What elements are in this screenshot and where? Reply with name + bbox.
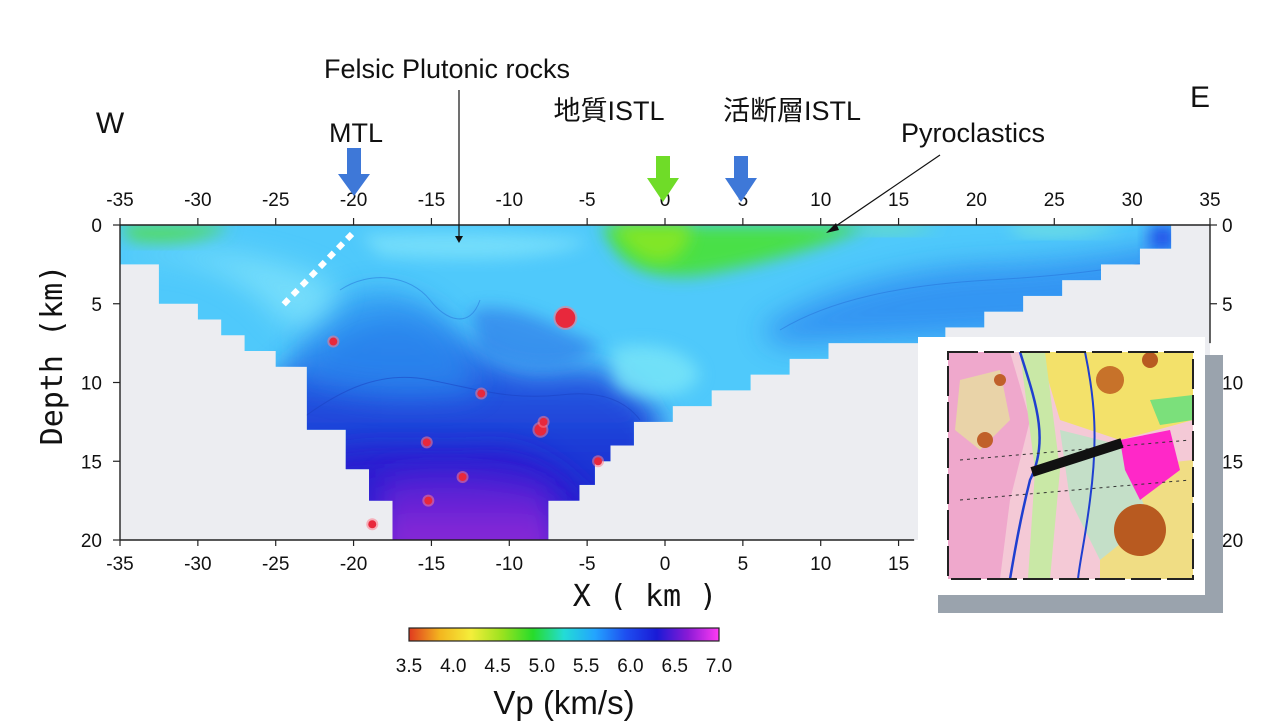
x-top-tick-label: 10 <box>810 190 831 211</box>
earthquake-marker <box>539 417 548 426</box>
x-bottom-tick-label: -15 <box>418 554 445 575</box>
x-top-tick-label: 30 <box>1122 190 1143 211</box>
x-bottom-tick-label: -10 <box>496 554 523 575</box>
x-top-tick-label: 20 <box>966 190 987 211</box>
colorbar-ticks: 3.5 4.0 4.5 5.0 5.5 6.0 6.5 7.0 <box>396 656 732 677</box>
geologic-map-inset <box>918 337 1223 613</box>
mtl-arrow-icon <box>338 148 370 196</box>
x-top-tick-label: -5 <box>579 190 596 211</box>
y-right-tick-label: 5 <box>1222 295 1233 316</box>
colorbar-tick-label: 6.0 <box>617 656 643 677</box>
x-top-tick-label: 15 <box>888 190 909 211</box>
earthquake-marker <box>424 496 433 505</box>
inset-profile-line <box>1030 438 1124 477</box>
x-axis-top-ticks: -35 -30 -25 -20 -15 -10 -5 0 5 10 15 20 25 30 35 <box>106 190 1221 225</box>
earthquake-marker <box>594 457 603 466</box>
west-label: W <box>96 107 125 140</box>
colorbar-ramp <box>408 627 720 642</box>
x-top-tick-label: 5 <box>738 190 749 211</box>
y-right-tick-label: 15 <box>1222 452 1243 473</box>
x-top-tick-label: -30 <box>184 190 211 211</box>
x-top-tick-label: -20 <box>340 190 367 211</box>
earthquake-markers <box>327 305 605 531</box>
x-axis-label: X ( km ) <box>573 579 718 614</box>
colorbar-tick-label: 4.0 <box>440 656 466 677</box>
pyroclastics-pointer-head <box>826 223 839 233</box>
earthquake-marker <box>422 438 431 447</box>
x-top-tick-label: -15 <box>418 190 445 211</box>
pyroclastics-pointer-line <box>832 154 941 229</box>
colorbar-tick-label: 7.0 <box>706 656 732 677</box>
y-axis-label: Depth (km) <box>35 265 70 446</box>
earthquake-marker <box>458 473 467 481</box>
colorbar-tick-label: 3.5 <box>396 656 422 677</box>
earthquake-marker <box>555 307 576 328</box>
y-left-tick-label: 5 <box>91 295 102 316</box>
colorbar-label: Vp (km/s) <box>493 684 634 721</box>
y-axis-left-ticks: 0 5 10 15 20 <box>81 216 121 552</box>
earthquake-marker <box>329 337 338 346</box>
x-top-tick-label: -10 <box>496 190 523 211</box>
colorbar-tick-label: 5.0 <box>529 656 555 677</box>
x-axis-bottom-ticks: -35 -30 -25 -20 -15 -10 -5 0 5 10 15 <box>106 539 915 575</box>
active-fault-istl-arrow-icon <box>725 156 757 202</box>
x-top-tick-label: 35 <box>1199 190 1220 211</box>
x-bottom-tick-label: -30 <box>184 554 211 575</box>
annotation-active-fault-istl: 活断層ISTL <box>723 96 861 126</box>
x-top-tick-label: -35 <box>106 190 133 211</box>
x-bottom-tick-label: -5 <box>579 554 596 575</box>
y-right-tick-label: 10 <box>1222 374 1243 395</box>
earthquake-marker <box>477 389 486 398</box>
x-top-tick-label: 25 <box>1044 190 1065 211</box>
annotation-geologic-istl: 地質ISTL <box>553 96 664 126</box>
annotation-mtl: MTL <box>329 118 383 148</box>
geologic-istl-arrow-icon <box>647 156 679 202</box>
annotation-pyroclastics: Pyroclastics <box>901 118 1045 148</box>
colorbar: 3.5 4.0 4.5 5.0 5.5 6.0 6.5 7.0 Vp (km/s) <box>396 627 732 721</box>
x-top-tick-label: -25 <box>262 190 289 211</box>
y-right-tick-label: 0 <box>1222 216 1233 237</box>
colorbar-tick-label: 5.5 <box>573 656 599 677</box>
annotation-felsic-plutonic: Felsic Plutonic rocks <box>324 54 570 84</box>
y-left-tick-label: 20 <box>81 531 102 552</box>
east-label: E <box>1190 81 1210 114</box>
x-top-tick-label: 0 <box>660 190 671 211</box>
x-bottom-tick-label: -25 <box>262 554 289 575</box>
y-axis-right-ticks: 0 5 10 15 20 <box>1209 216 1243 552</box>
colorbar-tick-label: 4.5 <box>484 656 510 677</box>
y-left-tick-label: 0 <box>91 216 102 237</box>
y-left-tick-label: 15 <box>81 452 102 473</box>
x-bottom-tick-label: 10 <box>810 554 831 575</box>
x-bottom-tick-label: -20 <box>340 554 367 575</box>
x-bottom-tick-label: 15 <box>888 554 909 575</box>
x-bottom-tick-label: -35 <box>106 554 133 575</box>
x-bottom-tick-label: 5 <box>738 554 749 575</box>
x-bottom-tick-label: 0 <box>660 554 671 575</box>
felsic-pointer-head <box>455 236 463 243</box>
y-left-tick-label: 10 <box>81 374 102 395</box>
y-right-tick-label: 20 <box>1222 531 1243 552</box>
mtl-fault-trace <box>280 231 355 308</box>
earthquake-marker <box>368 520 377 529</box>
colorbar-tick-label: 6.5 <box>662 656 688 677</box>
